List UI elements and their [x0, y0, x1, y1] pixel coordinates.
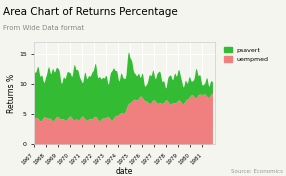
Text: Area Chart of Returns Percentage: Area Chart of Returns Percentage — [3, 7, 178, 17]
Text: Source: Economics: Source: Economics — [231, 169, 283, 174]
X-axis label: date: date — [116, 167, 133, 176]
Y-axis label: Returns %: Returns % — [7, 74, 16, 113]
Legend: psavert, uempmed: psavert, uempmed — [223, 45, 270, 64]
Text: From Wide Data format: From Wide Data format — [3, 25, 84, 31]
